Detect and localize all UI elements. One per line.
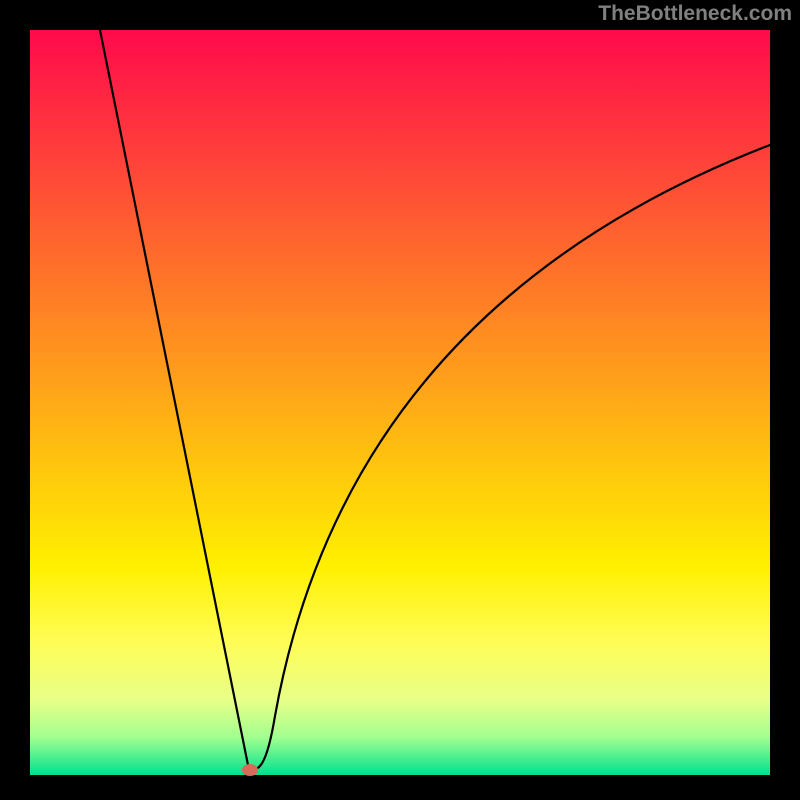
bottleneck-curve [0, 0, 800, 800]
optimum-marker [242, 764, 258, 776]
attribution-text: TheBottleneck.com [598, 2, 792, 26]
chart-frame: TheBottleneck.com [0, 0, 800, 800]
